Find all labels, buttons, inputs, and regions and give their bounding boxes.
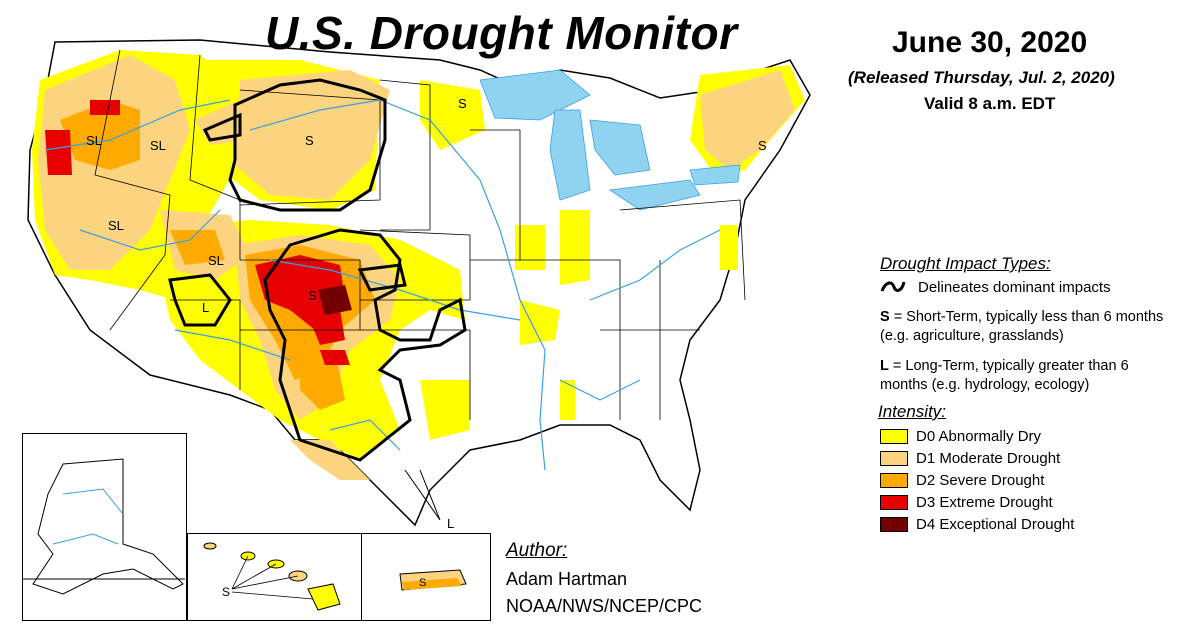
author-org: NOAA/NWS/NCEP/CPC	[506, 596, 703, 616]
legend-d2-label: D2 Severe Drought	[916, 471, 1045, 489]
impact-delineates-label: Delineates dominant impacts	[918, 278, 1111, 296]
label-s-newengland: S	[758, 138, 767, 153]
label-s-colorado: S	[308, 288, 317, 303]
swatch-d1	[880, 450, 908, 466]
great-lakes	[479, 69, 741, 211]
texas-l-pointers	[404, 469, 441, 521]
impact-long-term: L = Long-Term, typically greater than 6 …	[880, 357, 1180, 395]
release-date: (Released Thursday, Jul. 2, 2020)	[848, 68, 1115, 87]
legend-d3-label: D3 Extreme Drought	[916, 493, 1053, 511]
impact-labels: SL SL S S S SL SL L S L	[86, 96, 767, 531]
swatch-d2	[880, 472, 908, 488]
swatch-d3	[880, 494, 908, 510]
rivers	[44, 99, 721, 471]
swatch-d4	[880, 516, 908, 532]
legend-d0: D0 Abnormally Dry	[880, 425, 1074, 447]
state-boundaries	[94, 49, 746, 420]
d3-areas	[45, 100, 350, 365]
legend-d2: D2 Severe Drought	[880, 469, 1074, 491]
impact-short-term: S = Short-Term, typically less than 6 mo…	[880, 308, 1180, 346]
label-l-texas: L	[447, 516, 454, 531]
intensity-heading: Intensity:	[878, 402, 947, 421]
label-sl-nevada: SL	[108, 218, 124, 233]
legend-d4: D4 Exceptional Drought	[880, 513, 1074, 535]
intensity-legend: D0 Abnormally Dry D1 Moderate Drought D2…	[880, 425, 1074, 535]
valid-time: Valid 8 a.m. EDT	[924, 94, 1056, 113]
label-l-arizona: L	[202, 300, 209, 315]
long-term-letter: L	[880, 358, 889, 374]
map-title: U.S. Drought Monitor	[265, 7, 738, 59]
legend-d0-label: D0 Abnormally Dry	[916, 427, 1042, 445]
legend-d4-label: D4 Exceptional Drought	[916, 515, 1075, 533]
label-sl-idaho: SL	[150, 138, 166, 153]
legend-d1-label: D1 Moderate Drought	[916, 449, 1061, 467]
label-sl-utah: SL	[208, 253, 224, 268]
impact-types-heading: Drought Impact Types:	[880, 254, 1051, 273]
swatch-d0	[880, 428, 908, 444]
long-term-text: = Long-Term, typically greater than 6 mo…	[880, 358, 1129, 393]
short-term-letter: S	[880, 309, 890, 325]
d4-areas	[318, 285, 352, 315]
legend-d1: D1 Moderate Drought	[880, 447, 1074, 469]
legend-d3: D3 Extreme Drought	[880, 491, 1074, 513]
label-s-puertorico: S	[419, 577, 426, 589]
label-s-hawaii: S	[222, 585, 230, 599]
alaska-inset	[22, 433, 187, 621]
label-s-montana: S	[305, 133, 314, 148]
author-name: Adam Hartman	[506, 569, 628, 589]
puerto-rico-inset: S	[361, 533, 491, 621]
hawaii-inset: S	[187, 533, 362, 621]
impact-delineates-row: Delineates dominant impacts	[880, 278, 1111, 296]
label-s-minnesota: S	[458, 96, 467, 111]
map-date: June 30, 2020	[892, 26, 1088, 59]
short-term-text: = Short-Term, typically less than 6 mont…	[880, 309, 1164, 344]
impact-line-icon	[880, 281, 906, 292]
drought-map: SL SL S S S SL SL L S L	[27, 39, 811, 531]
impact-outlines	[168, 78, 467, 462]
label-sl-oregon: SL	[86, 133, 102, 148]
author-heading: Author:	[506, 540, 568, 561]
